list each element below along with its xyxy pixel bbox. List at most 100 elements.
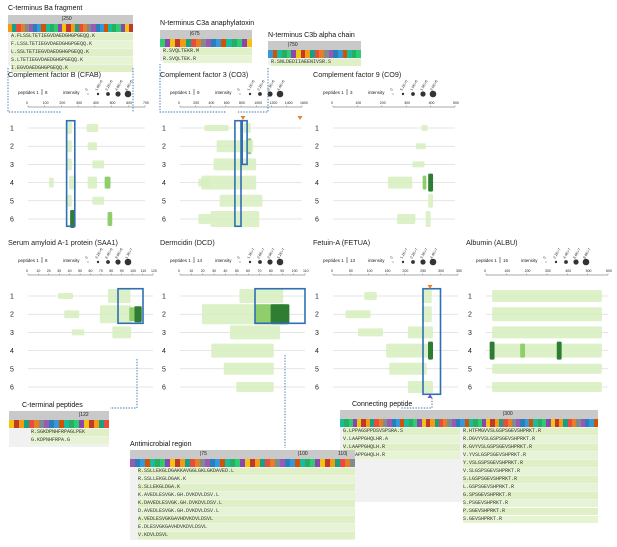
- intensity-marker: [115, 91, 121, 97]
- peptide-coverage-blob: [428, 193, 434, 208]
- axis-tick-label: 250: [420, 269, 426, 273]
- row-label: 5: [468, 366, 472, 373]
- peptide-coverage-blob: [66, 158, 72, 171]
- ruler: |750: [268, 41, 361, 50]
- intensity-tick: 1.3E+7: [124, 248, 133, 260]
- residue-cell: [425, 419, 431, 427]
- intensity-tick: 2.2E+6: [256, 80, 265, 92]
- peptide-coverage-blob: [107, 212, 113, 226]
- residue-cell: [404, 419, 409, 427]
- residue-cell: [413, 419, 418, 427]
- residue-cell: [576, 419, 581, 427]
- row-label: 4: [468, 348, 472, 355]
- residue-cell: [24, 420, 29, 428]
- residue-cell: [554, 419, 560, 427]
- row-label: 4: [315, 180, 319, 187]
- residue-cell: [99, 24, 104, 32]
- region-highlight-box: [241, 119, 248, 166]
- popup-connecting: |300 G.LPPAGSPPDSVSPSRA.S V.LAAPPGHQLHR.A…: [340, 410, 598, 523]
- residue-cell: [537, 419, 542, 427]
- peptide-coverage-blob: [204, 125, 229, 131]
- residue-cell: [210, 459, 215, 467]
- intensity-tick: 1.0E+6: [409, 80, 418, 92]
- peptide-coverage-blob: [387, 176, 413, 189]
- axis-tick-label: 400: [93, 101, 99, 105]
- residue-cell: [64, 420, 69, 428]
- panel-title: Albumin (ALBU): [466, 238, 518, 247]
- residue-cell: [382, 419, 388, 427]
- peptide-coverage-blob: [520, 343, 526, 358]
- row-label: 1: [10, 126, 14, 133]
- peptide-row: G.LPPAGSPPDSVSPSRA.S: [343, 427, 460, 435]
- residue-cell: [62, 24, 67, 32]
- peptides-max: 8: [45, 90, 48, 95]
- residue-cell: [460, 419, 465, 427]
- axis-tick-label: 150: [385, 269, 391, 273]
- residue-cell: [260, 459, 265, 467]
- intensity-tick: 2.2E+7: [409, 248, 418, 260]
- peptide-coverage-blob: [239, 289, 284, 303]
- residue-cell: [533, 419, 538, 427]
- peptide-coverage-blob: [86, 124, 99, 132]
- peptide-row: L.GSPSGEVSHPRKT.R: [463, 483, 598, 491]
- peptides-max: 8: [45, 258, 48, 263]
- residue-cell: [66, 24, 71, 32]
- residue-cell: [70, 24, 75, 32]
- residue-cell: [281, 50, 287, 58]
- intensity-tick: 6.6E+7: [572, 248, 581, 260]
- axis-tick-label: 100: [292, 269, 298, 273]
- row-label: 6: [162, 217, 166, 224]
- intensity-marker: [582, 258, 590, 266]
- popup-title-connecting: Connecting peptide: [352, 401, 413, 408]
- residue-cell: [265, 459, 270, 467]
- peptide-row: A.VEDLESVGKGAVHDVKDVLDSVL: [138, 515, 355, 523]
- residue-cell: [12, 24, 17, 32]
- axis-tick-label: 500: [453, 101, 459, 105]
- connector-connecting: [400, 398, 433, 409]
- intensity-tick: 1.6E+6: [94, 80, 103, 92]
- popup-title-antimicrobial: Antimicrobial region: [130, 441, 192, 448]
- intensity-tick: 8.8E+7: [582, 248, 591, 260]
- axis-tick-label: 70: [99, 269, 103, 273]
- sequence-color-bar: [8, 24, 134, 32]
- panel-title: Dermcidin (DCD): [160, 238, 215, 247]
- row-label: 5: [315, 198, 319, 205]
- peptide-list-right: R.HTFMGVVSLGSPSGEVSHPRKT.R R.DGVYVSLGSPSG…: [460, 427, 598, 524]
- popup-title-c3a: N-terminus C3a anaphylatoxin: [160, 20, 255, 27]
- axis-tick-label: 600: [224, 101, 230, 105]
- peptide-coverage-blob: [492, 326, 602, 339]
- peptides-max: 9: [197, 90, 200, 95]
- residue-cell: [305, 459, 310, 467]
- intensity-marker: [411, 92, 415, 96]
- region-highlight-box: [422, 287, 442, 396]
- peptide-coverage-blob: [422, 175, 427, 190]
- residue-cell: [160, 459, 165, 467]
- peptide-coverage-blob: [230, 325, 280, 340]
- purple-arrow-icon: [427, 394, 433, 398]
- residue-cell: [195, 39, 201, 47]
- intensity-marker: [420, 259, 426, 265]
- axis-tick-label: 300: [438, 269, 444, 273]
- axis-tick-label: 100: [355, 101, 361, 105]
- ruler-label: |122: [79, 412, 89, 418]
- intensity-marker: [392, 93, 394, 95]
- row-label: 1: [10, 294, 14, 301]
- peptide-row: K.DAVEDLESVGK.GH.DVKDVLDSV.L: [138, 499, 355, 507]
- residue-cell: [91, 24, 96, 32]
- peptide-coverage-blob: [428, 341, 433, 360]
- residue-cell: [9, 420, 14, 428]
- peptide-row: R.SVQLTEKR.M: [163, 47, 252, 55]
- residue-cell: [205, 39, 212, 47]
- peptide-coverage-blob: [345, 310, 371, 319]
- residue-cell: [74, 24, 79, 32]
- peptide-row: F.LSSLTETIEGVDAEDGHGPGEQQ.K: [11, 40, 133, 48]
- axis-tick-label: 200: [525, 269, 531, 273]
- peptide-row: G.KDPNHFRPA.G: [31, 436, 109, 444]
- residue-cell: [53, 24, 59, 32]
- peptide-coverage-blob: [198, 214, 211, 224]
- peptide-coverage-blob: [425, 211, 431, 227]
- peptide-list-left: G.LPPAGSPPDSVSPSRA.S V.LAAPPGHQLHR.A V.LAA…: [340, 427, 460, 524]
- residue-cell: [20, 24, 25, 32]
- residue-cell: [226, 39, 232, 47]
- residue-cell: [29, 420, 34, 428]
